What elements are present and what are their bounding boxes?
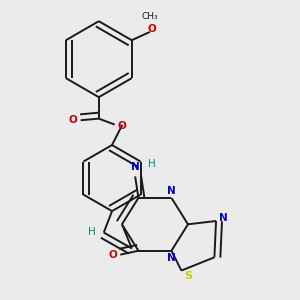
Text: CH₃: CH₃: [142, 12, 158, 21]
Text: N: N: [131, 162, 140, 172]
Text: O: O: [68, 115, 77, 125]
Text: O: O: [118, 121, 126, 130]
Text: O: O: [108, 250, 117, 260]
Text: S: S: [184, 272, 193, 281]
Text: H: H: [148, 159, 155, 169]
Text: H: H: [88, 227, 96, 237]
Text: N: N: [167, 186, 176, 196]
Text: O: O: [147, 24, 156, 34]
Text: N: N: [219, 213, 228, 224]
Text: N: N: [167, 253, 176, 263]
